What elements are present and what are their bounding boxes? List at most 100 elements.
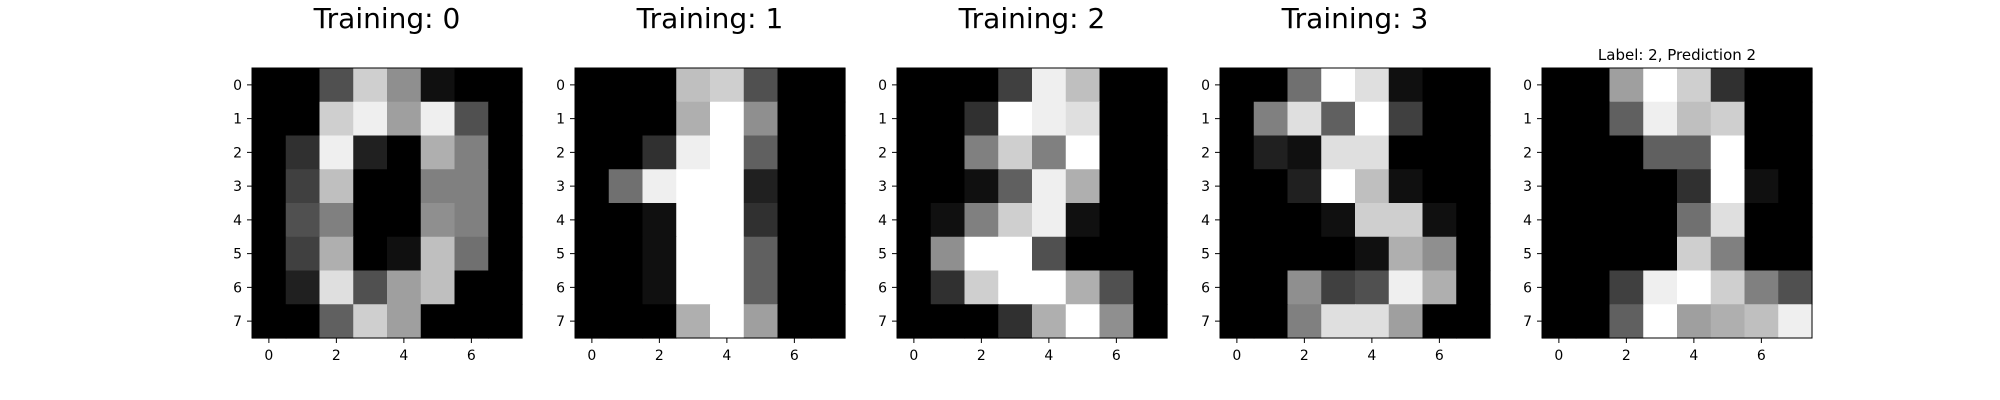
pixel-cell xyxy=(1355,270,1390,305)
pixel-cell xyxy=(488,68,523,103)
pixel-cell xyxy=(1609,169,1644,204)
pixel-cell xyxy=(608,68,644,103)
pixel-cell xyxy=(1456,101,1491,137)
pixel-cell xyxy=(488,304,523,339)
y-tick-label: 6 xyxy=(1523,280,1532,296)
pixel-cell xyxy=(488,135,523,170)
y-tick-label: 7 xyxy=(1523,314,1532,330)
y-tick-label: 2 xyxy=(556,145,565,161)
pixel-cell xyxy=(998,169,1033,204)
pixel-cell xyxy=(1032,203,1067,238)
pixel-cell xyxy=(285,236,321,272)
pixel-cell xyxy=(1677,270,1712,305)
panel-title: Training: 1 xyxy=(636,2,784,35)
pixel-cell xyxy=(1677,236,1712,272)
pixel-cell xyxy=(1575,169,1611,204)
pixel-cell xyxy=(811,304,846,339)
pixel-cell xyxy=(1032,236,1067,272)
pixel-cell xyxy=(676,304,711,339)
pixel-cell xyxy=(1542,270,1577,305)
pixel-cell xyxy=(1065,169,1101,204)
pixel-cell xyxy=(353,304,388,339)
pixel-cell xyxy=(1778,304,1813,339)
pixel-cell xyxy=(642,304,677,339)
pixel-cell xyxy=(777,236,812,272)
pixel-cell xyxy=(964,203,999,238)
pixel-cell xyxy=(1099,135,1134,170)
panel-title: Label: 2, Prediction 2 xyxy=(1598,46,1756,64)
pixel-cell xyxy=(777,101,812,137)
pixel-cell xyxy=(420,101,456,137)
y-tick-label: 3 xyxy=(556,179,565,195)
pixel-cell xyxy=(710,236,745,272)
pixel-cell xyxy=(1133,169,1168,204)
y-tick-label: 6 xyxy=(878,280,887,296)
pixel-cell xyxy=(252,68,287,103)
pixel-cell xyxy=(777,270,812,305)
x-tick-label: 4 xyxy=(1689,348,1698,364)
y-tick-label: 7 xyxy=(878,314,887,330)
pixel-cell xyxy=(252,101,287,137)
x-tick-label: 6 xyxy=(790,348,799,364)
axes-frame xyxy=(1219,67,1491,339)
panel-title: Training: 0 xyxy=(313,2,461,35)
pixel-cell xyxy=(1133,68,1168,103)
pixel-cell xyxy=(743,203,779,238)
pixel-cell xyxy=(1065,101,1101,137)
y-tick-label: 2 xyxy=(1523,145,1532,161)
pixel-cell xyxy=(1778,169,1813,204)
pixel-cell xyxy=(1456,270,1491,305)
pixel-cell xyxy=(1643,101,1678,137)
pixel-cell xyxy=(387,68,422,103)
pixel-cell xyxy=(1287,270,1322,305)
pixel-cell xyxy=(1422,68,1457,103)
pixel-cell xyxy=(1253,169,1289,204)
x-tick-label: 4 xyxy=(1044,348,1053,364)
pixel-cell xyxy=(676,236,711,272)
digit-panel-0: Training: 0 0 2 4 6 0 1 2 3 4 5 6 7 xyxy=(233,2,523,364)
pixel-cell xyxy=(420,203,456,238)
pixel-cell xyxy=(1133,101,1168,137)
pixel-cell xyxy=(1778,101,1813,137)
pixel-cell xyxy=(897,270,932,305)
pixel-cell xyxy=(488,270,523,305)
pixel-cell xyxy=(1065,135,1101,170)
pixel-cell xyxy=(1220,270,1255,305)
pixel-cell xyxy=(319,236,354,272)
pixel-cell xyxy=(1287,68,1322,103)
pixel-cell xyxy=(454,236,489,272)
pixel-cell xyxy=(897,304,932,339)
pixel-cell xyxy=(897,236,932,272)
pixel-cell xyxy=(964,304,999,339)
x-tick-label: 0 xyxy=(587,348,596,364)
pixel-cell xyxy=(1542,101,1577,137)
pixel-cell xyxy=(1099,101,1134,137)
pixel-cell xyxy=(710,270,745,305)
pixel-cell xyxy=(1456,169,1491,204)
pixel-cell xyxy=(1744,236,1779,272)
pixel-cell xyxy=(575,101,610,137)
pixel-cell xyxy=(710,203,745,238)
pixel-cell xyxy=(1220,68,1255,103)
pixel-cell xyxy=(1422,101,1457,137)
y-tick-label: 1 xyxy=(1523,112,1532,128)
y-tick-label: 4 xyxy=(1523,213,1532,229)
pixel-cell xyxy=(1744,101,1779,137)
pixel-cell xyxy=(777,135,812,170)
pixel-cell xyxy=(710,68,745,103)
pixel-cell xyxy=(1099,68,1134,103)
pixel-cell xyxy=(575,135,610,170)
pixel-cell xyxy=(488,236,523,272)
pixel-cell xyxy=(1099,304,1134,339)
pixel-cell xyxy=(811,270,846,305)
pixel-cell xyxy=(642,101,677,137)
pixel-cell xyxy=(1253,101,1289,137)
y-tick-label: 2 xyxy=(878,145,887,161)
y-tick-label: 0 xyxy=(233,78,242,94)
pixel-cell xyxy=(1677,101,1712,137)
pixel-cell xyxy=(1710,304,1746,339)
pixel-cell xyxy=(998,101,1033,137)
pixel-cell xyxy=(1388,304,1424,339)
pixel-cell xyxy=(1542,304,1577,339)
